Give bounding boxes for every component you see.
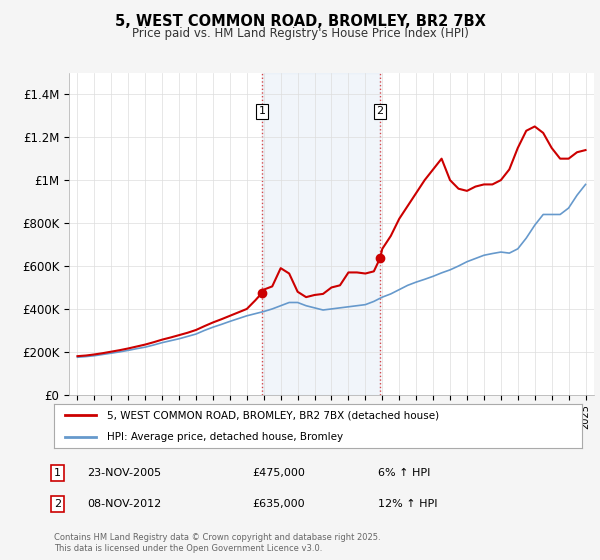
Text: 12% ↑ HPI: 12% ↑ HPI	[378, 499, 437, 509]
Text: HPI: Average price, detached house, Bromley: HPI: Average price, detached house, Brom…	[107, 432, 343, 442]
Text: 2: 2	[54, 499, 61, 509]
Text: 1: 1	[54, 468, 61, 478]
Text: £635,000: £635,000	[252, 499, 305, 509]
Text: 1: 1	[259, 106, 266, 116]
Text: 08-NOV-2012: 08-NOV-2012	[87, 499, 161, 509]
Text: 5, WEST COMMON ROAD, BROMLEY, BR2 7BX (detached house): 5, WEST COMMON ROAD, BROMLEY, BR2 7BX (d…	[107, 410, 439, 420]
Text: 6% ↑ HPI: 6% ↑ HPI	[378, 468, 430, 478]
Text: £475,000: £475,000	[252, 468, 305, 478]
Text: Contains HM Land Registry data © Crown copyright and database right 2025.
This d: Contains HM Land Registry data © Crown c…	[54, 533, 380, 553]
Text: 23-NOV-2005: 23-NOV-2005	[87, 468, 161, 478]
Text: Price paid vs. HM Land Registry's House Price Index (HPI): Price paid vs. HM Land Registry's House …	[131, 27, 469, 40]
Text: 5, WEST COMMON ROAD, BROMLEY, BR2 7BX: 5, WEST COMMON ROAD, BROMLEY, BR2 7BX	[115, 14, 485, 29]
Bar	[262, 73, 380, 395]
Text: 2: 2	[376, 106, 383, 116]
